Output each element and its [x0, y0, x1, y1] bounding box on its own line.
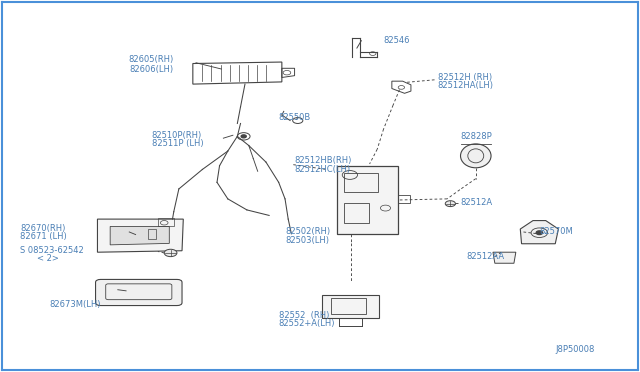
- Text: 82828P: 82828P: [460, 132, 492, 141]
- Polygon shape: [493, 252, 516, 263]
- Bar: [148, 230, 156, 238]
- Text: 82503(LH): 82503(LH): [285, 236, 329, 245]
- Text: 82512HA(LH): 82512HA(LH): [438, 81, 493, 90]
- Text: 82512H (RH): 82512H (RH): [438, 73, 492, 82]
- Polygon shape: [520, 221, 559, 244]
- Circle shape: [241, 135, 246, 138]
- Text: 82671 (LH): 82671 (LH): [20, 232, 67, 241]
- Circle shape: [164, 249, 177, 257]
- Text: 82510P(RH): 82510P(RH): [152, 131, 202, 140]
- Text: 82511P (LH): 82511P (LH): [152, 139, 203, 148]
- Text: J8P50008: J8P50008: [556, 345, 595, 354]
- Bar: [337, 166, 397, 234]
- Bar: [332, 298, 367, 314]
- Text: 82512HB(RH): 82512HB(RH): [294, 157, 352, 166]
- Text: S 08523-62542: S 08523-62542: [20, 246, 84, 255]
- Text: 82605(RH): 82605(RH): [129, 55, 173, 64]
- FancyBboxPatch shape: [95, 279, 182, 305]
- Text: 82512HC(LH): 82512HC(LH): [294, 165, 351, 174]
- Text: 82670(RH): 82670(RH): [20, 224, 65, 233]
- Text: 82673M(LH): 82673M(LH): [50, 300, 101, 309]
- Polygon shape: [97, 219, 183, 252]
- Circle shape: [536, 231, 543, 235]
- Text: < 2>: < 2>: [37, 254, 59, 263]
- Polygon shape: [110, 227, 170, 245]
- Bar: [158, 218, 173, 226]
- Text: 82546: 82546: [383, 36, 410, 45]
- Text: 82502(RH): 82502(RH): [285, 228, 330, 237]
- Text: 82570M: 82570M: [540, 228, 573, 237]
- Text: 82550B: 82550B: [278, 113, 311, 122]
- Bar: [344, 202, 369, 223]
- Ellipse shape: [461, 144, 491, 168]
- Text: 82552  (RH): 82552 (RH): [278, 311, 329, 320]
- Text: 82552+A(LH): 82552+A(LH): [278, 320, 335, 328]
- Bar: [322, 295, 379, 318]
- Text: 82512AA: 82512AA: [467, 252, 504, 261]
- Text: 82606(LH): 82606(LH): [130, 64, 173, 74]
- Text: 82512A: 82512A: [460, 198, 492, 207]
- Circle shape: [445, 201, 456, 206]
- Bar: [397, 195, 410, 202]
- Bar: [344, 173, 378, 192]
